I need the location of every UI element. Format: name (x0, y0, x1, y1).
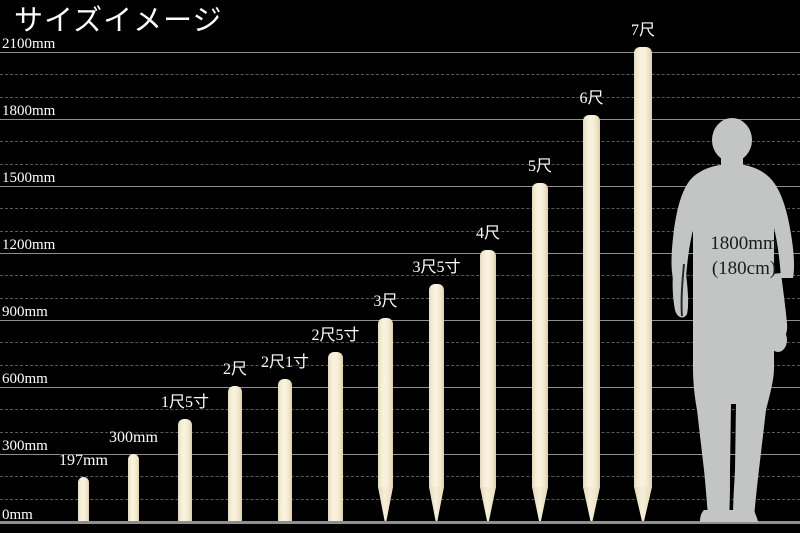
gridline-minor (0, 342, 800, 344)
gridline-minor (0, 74, 800, 76)
y-axis-tick-label: 1500mm (2, 170, 56, 186)
bar-value-label: 2尺 (222, 360, 248, 378)
bar (78, 477, 89, 521)
bar-tip (429, 486, 444, 521)
human-height-mm: 1800mm (710, 233, 778, 254)
gridline-minor (0, 364, 800, 366)
y-axis-tick-label: 600mm (2, 371, 48, 387)
bar (634, 47, 652, 521)
gridline-major (0, 320, 800, 321)
gridline-minor (0, 96, 800, 98)
gridline-major (0, 52, 800, 53)
bar-value-label: 6尺 (579, 89, 604, 107)
bar (128, 454, 139, 521)
gridline-major (0, 253, 800, 254)
bar-value-label: 2尺1寸 (260, 353, 310, 371)
human-height-cm: (180cm) (711, 258, 777, 279)
gridline-minor (0, 409, 800, 411)
bar-value-label: 7尺 (630, 22, 656, 40)
gridline-minor (0, 476, 800, 478)
y-axis-tick-label: 2100mm (2, 36, 56, 52)
gridline-minor (0, 230, 800, 232)
gridline-minor (0, 163, 800, 165)
bar (278, 378, 292, 521)
bar-value-label: 3尺5寸 (412, 259, 461, 277)
bar-value-label: 4尺 (475, 225, 501, 243)
gridline-minor (0, 297, 800, 299)
bar (429, 284, 444, 521)
bar (532, 182, 548, 521)
bar-tip (532, 486, 548, 521)
bar (328, 351, 343, 521)
bar (583, 114, 600, 521)
gridline-minor (0, 431, 800, 433)
page-title: サイズイメージ (14, 3, 223, 37)
bar (480, 250, 496, 521)
bar-tip (378, 486, 393, 521)
bar (378, 317, 393, 521)
gridline-major (0, 387, 800, 388)
gridline-major (0, 454, 800, 455)
human-silhouette-icon (671, 118, 795, 522)
human-height-label: 1800mm (180cm) (694, 231, 794, 281)
gridline-minor (0, 208, 800, 210)
gridline-minor (0, 275, 800, 277)
bar-value-label: 1尺5寸 (160, 394, 210, 412)
gridline-major (0, 186, 800, 187)
gridline-minor (0, 141, 800, 143)
bar-tip (480, 486, 496, 521)
y-axis-tick-label: 300mm (2, 438, 48, 454)
bar-tip (583, 486, 600, 521)
axis-baseline (0, 521, 800, 524)
y-axis-tick-label: 0mm (2, 507, 33, 523)
y-axis-tick-label: 1200mm (2, 237, 56, 253)
bar-value-label: 5尺 (527, 157, 553, 175)
bar-value-label: 3尺 (373, 292, 398, 310)
bar (178, 419, 192, 521)
gridline-minor (0, 498, 800, 500)
gridline-major (0, 119, 800, 120)
y-axis-tick-label: 1800mm (2, 103, 56, 119)
bar-tip (634, 486, 652, 521)
y-axis-tick-label: 900mm (2, 304, 48, 320)
bar (228, 385, 242, 521)
bar-value-label: 2尺5寸 (311, 326, 360, 344)
bar-value-label: 197mm (59, 452, 108, 469)
bar-value-label: 300mm (109, 429, 158, 446)
